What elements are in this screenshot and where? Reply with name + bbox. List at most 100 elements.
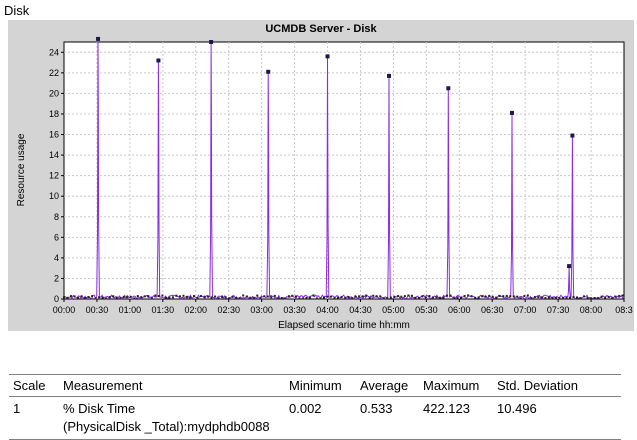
baseline-marker — [554, 296, 557, 299]
baseline-marker — [136, 295, 139, 298]
x-axis-ticks: 00:00 00:30 01:00 01:30 02:00 02:30 03:00 03:30… — [53, 299, 633, 315]
x-tick-label: 03:00 — [250, 305, 273, 315]
baseline-marker — [305, 296, 308, 299]
baseline-marker — [379, 295, 382, 298]
baseline-marker — [410, 294, 413, 297]
baseline-marker — [112, 295, 115, 298]
baseline-marker — [98, 296, 101, 299]
baseline-marker — [354, 295, 357, 298]
baseline-marker — [337, 296, 340, 299]
baseline-marker — [312, 294, 315, 297]
baseline-marker — [611, 297, 614, 300]
baseline-marker — [572, 295, 575, 298]
x-tick-label: 07:30 — [547, 305, 570, 315]
grid-lines — [64, 42, 624, 299]
cell-measurement: % Disk Time (PhysicalDisk _Total):mydphd… — [59, 396, 285, 440]
baseline-marker — [66, 296, 69, 299]
y-tick-label: 16 — [49, 130, 59, 140]
baseline-marker — [178, 295, 181, 298]
baseline-marker — [340, 296, 343, 299]
baseline-marker — [474, 296, 477, 299]
baseline-marker — [259, 296, 262, 299]
baseline-marker — [161, 294, 164, 297]
baseline-marker — [526, 294, 529, 297]
baseline-marker — [277, 297, 280, 300]
y-tick-label: 8 — [54, 212, 59, 222]
baseline-marker — [463, 294, 466, 297]
baseline-marker — [502, 295, 505, 298]
chart-title: UCMDB Server - Disk — [265, 23, 377, 35]
baseline-marker — [207, 295, 210, 298]
baseline-marker — [101, 296, 104, 299]
baseline-marker — [414, 296, 417, 299]
baseline-marker — [604, 296, 607, 299]
header-scale: Scale — [9, 374, 59, 397]
cell-scale: 1 — [9, 396, 59, 440]
baseline-marker — [91, 295, 94, 298]
baseline-marker — [203, 295, 206, 298]
y-axis-label: Resource usage — [16, 133, 27, 206]
baseline-marker — [607, 295, 610, 298]
baseline-marker — [558, 296, 561, 299]
baseline-marker — [358, 295, 361, 298]
baseline-marker — [533, 296, 536, 299]
baseline-marker — [540, 296, 543, 299]
table-row: 1 % Disk Time (PhysicalDisk _Total):mydp… — [9, 396, 621, 440]
baseline-marker — [298, 297, 301, 300]
baseline-marker — [344, 297, 347, 300]
baseline-marker — [189, 296, 192, 299]
baseline-marker — [389, 296, 392, 299]
baseline-marker — [80, 295, 83, 298]
baseline-marker — [453, 297, 456, 300]
baseline-marker — [551, 296, 554, 299]
baseline-marker — [119, 297, 122, 300]
baseline-marker — [210, 296, 213, 299]
baseline-marker — [544, 297, 547, 300]
baseline-marker — [618, 294, 621, 297]
baseline-marker — [273, 294, 276, 297]
baseline-marker — [445, 294, 448, 297]
baseline-marker — [94, 297, 97, 300]
peak-marker — [570, 133, 575, 138]
measurement-name: % Disk Time — [63, 401, 136, 416]
baseline-marker — [590, 297, 593, 300]
baseline-marker — [326, 295, 329, 298]
cell-maximum: 422.123 — [419, 396, 493, 440]
baseline-marker — [73, 295, 76, 298]
baseline-marker — [424, 296, 427, 299]
baseline-marker — [470, 295, 473, 298]
peak-marker — [209, 40, 214, 44]
header-average: Average — [356, 374, 419, 397]
baseline-marker — [519, 297, 522, 300]
baseline-marker — [347, 295, 350, 298]
baseline-marker — [561, 297, 564, 300]
x-tick-label: 07:00 — [514, 305, 537, 315]
header-measurement: Measurement — [59, 374, 285, 397]
baseline-marker — [168, 296, 171, 299]
baseline-marker — [221, 296, 224, 299]
baseline-marker — [301, 297, 304, 300]
baseline-marker — [449, 294, 452, 297]
baseline-marker — [266, 295, 269, 298]
baseline-marker — [565, 296, 568, 299]
baseline-marker — [224, 296, 227, 299]
baseline-marker — [217, 297, 220, 300]
y-tick-label: 4 — [54, 253, 59, 263]
baseline-marker — [129, 295, 132, 298]
section-title: Disk — [4, 3, 30, 18]
baseline-marker — [319, 297, 322, 300]
x-tick-label: 06:00 — [448, 305, 471, 315]
baseline-marker — [396, 295, 399, 298]
baseline-marker — [108, 296, 111, 299]
baseline-marker — [576, 296, 579, 299]
stats-table: Scale Measurement Minimum Average Maximu… — [9, 374, 621, 440]
baseline-marker — [294, 295, 297, 298]
baseline-marker — [597, 297, 600, 300]
cell-average: 0.533 — [356, 396, 419, 440]
cell-minimum: 0.002 — [285, 396, 356, 440]
baseline-marker — [361, 295, 364, 298]
baseline-marker — [460, 296, 463, 299]
baseline-marker — [583, 295, 586, 298]
baseline-marker — [63, 296, 65, 299]
baseline-marker — [200, 295, 203, 298]
